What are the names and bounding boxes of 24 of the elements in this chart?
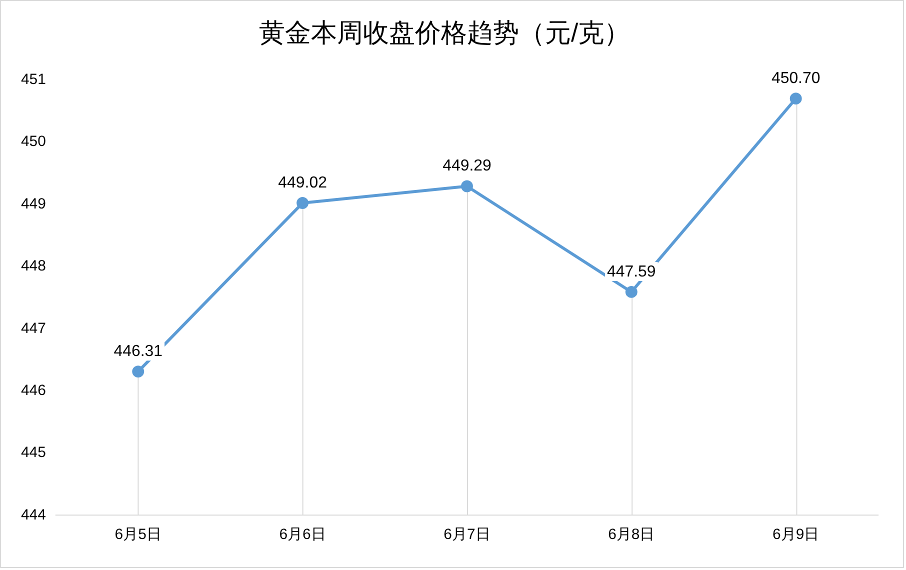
point [132, 366, 144, 378]
y-tick-label: 445 [20, 444, 46, 462]
x-tick-label: 6月6日 [279, 526, 326, 544]
data-label: 449.29 [442, 158, 492, 175]
point [460, 180, 473, 192]
data-label: 447.59 [607, 263, 656, 280]
x-tick-label: 6月8日 [608, 526, 655, 544]
y-tick-label: 447 [20, 320, 46, 337]
point [296, 197, 309, 210]
chart-title: 黄金本周收盘价格趋势（元/克） [258, 20, 630, 48]
x-tick-label: 6月7日 [444, 526, 490, 544]
point [790, 92, 802, 105]
y-tick-label: 446 [20, 382, 46, 399]
y-tick-label: 448 [20, 258, 46, 275]
x-tick-label: 6月5日 [114, 526, 162, 544]
y-tick-label: 451 [20, 71, 46, 88]
data-label: 449.02 [278, 174, 328, 192]
x-tick-label: 6月9日 [772, 526, 820, 544]
point [625, 286, 638, 298]
y-tick-label: 444 [20, 506, 46, 524]
data-label: 450.70 [771, 70, 820, 88]
y-tick-label: 450 [20, 133, 46, 150]
y-tick-label: 449 [20, 195, 46, 212]
data-label: 446.31 [114, 343, 163, 360]
